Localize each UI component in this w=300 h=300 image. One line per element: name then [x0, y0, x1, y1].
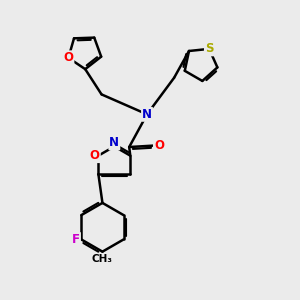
Text: N: N	[109, 136, 119, 149]
Text: O: O	[90, 149, 100, 162]
Text: S: S	[205, 42, 213, 56]
Text: O: O	[154, 139, 164, 152]
Text: CH₃: CH₃	[92, 254, 113, 264]
Text: F: F	[72, 233, 80, 246]
Text: N: N	[142, 108, 152, 121]
Text: O: O	[63, 51, 74, 64]
